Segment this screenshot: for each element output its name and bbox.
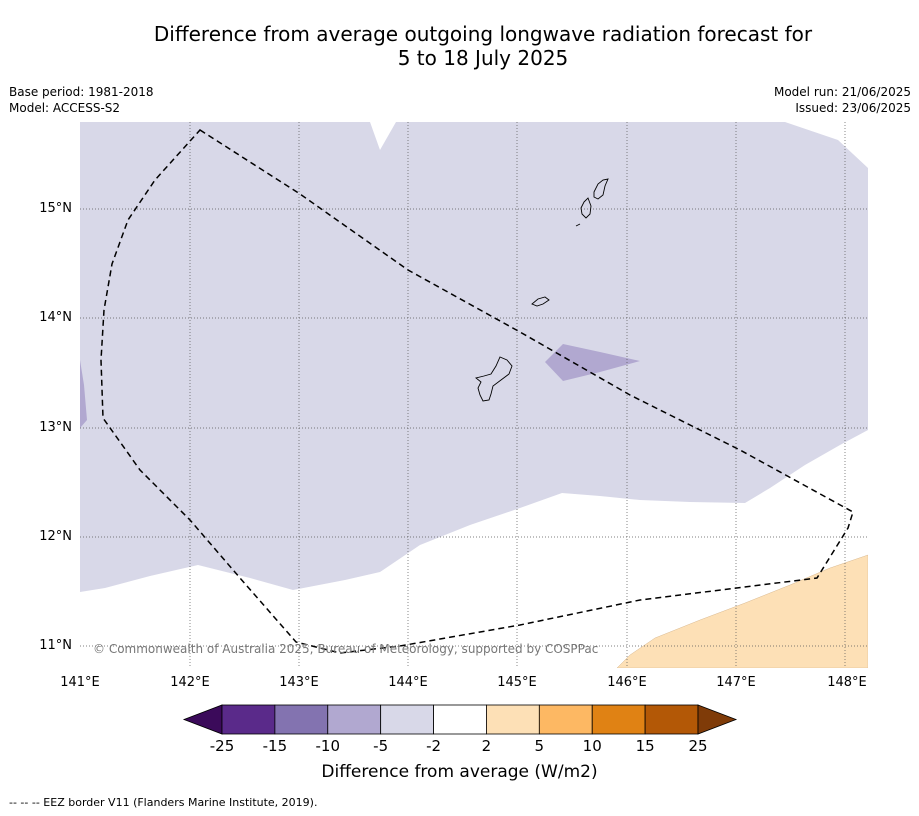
lat-label-14n: 14°N	[39, 310, 72, 325]
colorbar-tick-label: -5	[373, 737, 389, 755]
lon-label-143e: 143°E	[279, 675, 319, 690]
eez-border	[100, 129, 854, 654]
colorbar-tick-label: 25	[688, 737, 708, 755]
anomaly-region-mid-negative-west	[80, 360, 87, 428]
lon-label-144e: 144°E	[388, 675, 428, 690]
colorbar-tick-label: 10	[582, 737, 602, 755]
meta-left: Base period: 1981-2018 Model: ACCESS-S2	[9, 84, 154, 116]
lon-label-142e: 142°E	[170, 675, 210, 690]
issued-date: Issued: 23/06/2025	[795, 101, 911, 115]
island-aguijan	[575, 223, 581, 227]
colorbar-segment	[591, 704, 646, 735]
chart-title: Difference from average outgoing longwav…	[0, 22, 919, 70]
colorbar-tick-label: -25	[209, 737, 235, 755]
colorbar-tick-label: 2	[481, 737, 492, 755]
colorbar-segment	[274, 704, 329, 735]
title-line-2: 5 to 18 July 2025	[397, 46, 569, 70]
meta-right: Model run: 21/06/2025 Issued: 23/06/2025	[774, 84, 911, 116]
lon-label-148e: 148°E	[827, 675, 867, 690]
anomaly-region-mid-negative	[545, 344, 640, 381]
island-guam	[475, 356, 513, 402]
map-area	[80, 122, 868, 668]
islands	[475, 178, 609, 402]
lat-label-11n: 11°N	[39, 638, 72, 653]
copyright-notice: © Commonwealth of Australia 2025, Bureau…	[93, 642, 599, 656]
colorbar-segment	[433, 704, 487, 735]
anomaly-region-light-negative	[80, 122, 868, 592]
colorbar-segment	[486, 704, 540, 735]
lon-label-146e: 146°E	[607, 675, 647, 690]
colorbar-label: Difference from average (W/m2)	[321, 762, 598, 782]
colorbar-segment	[221, 704, 276, 735]
lon-label-147e: 147°E	[716, 675, 756, 690]
island-tinian	[580, 197, 592, 219]
gridlines	[80, 122, 868, 668]
lon-label-145e: 145°E	[497, 675, 537, 690]
lat-label-13n: 13°N	[39, 420, 72, 435]
model-name: Model: ACCESS-S2	[9, 101, 121, 115]
island-rota	[531, 296, 550, 307]
eez-footnote: -- -- -- EEZ border V11 (Flanders Marine…	[9, 796, 318, 809]
colorbar-tick-label: 15	[635, 737, 655, 755]
lat-label-15n: 15°N	[39, 201, 72, 216]
colorbar-tick-label: -10	[315, 737, 341, 755]
colorbar-segment	[327, 704, 382, 735]
model-run: Model run: 21/06/2025	[773, 85, 911, 99]
base-period: Base period: 1981-2018	[9, 85, 154, 99]
colorbar-tick-label: -15	[262, 737, 288, 755]
island-saipan	[593, 178, 609, 200]
colorbar-segment	[538, 704, 593, 735]
anomaly-region-light-positive	[616, 554, 868, 668]
lon-label-141e: 141°E	[60, 675, 100, 690]
title-line-1: Difference from average outgoing longwav…	[153, 22, 813, 46]
colorbar-extend-low	[182, 704, 223, 735]
colorbar-segment	[380, 704, 434, 735]
colorbar-extend-high	[697, 704, 738, 735]
lat-label-12n: 12°N	[39, 529, 72, 544]
colorbar-tick-label: -2	[426, 737, 442, 755]
colorbar-tick-label: 5	[534, 737, 545, 755]
colorbar-segment	[644, 704, 699, 735]
